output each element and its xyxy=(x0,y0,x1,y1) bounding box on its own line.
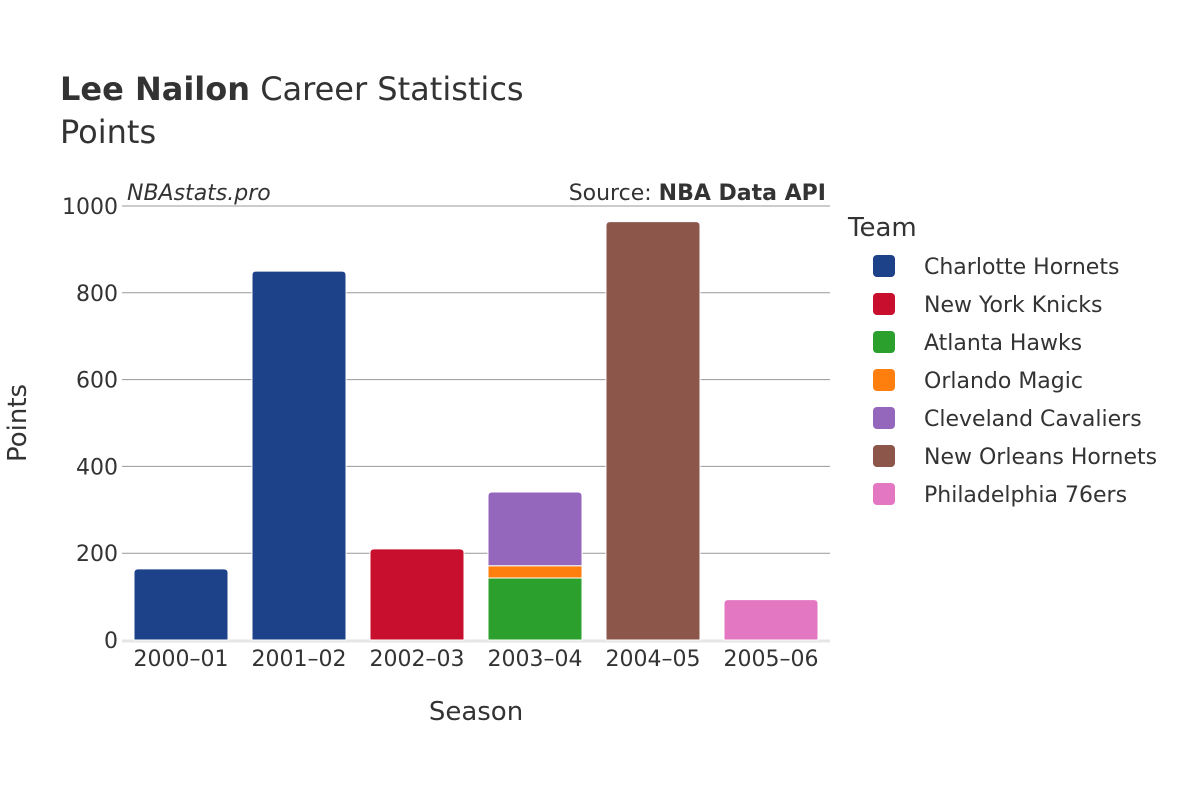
y-tick-label: 200 xyxy=(76,542,118,567)
bar-segment xyxy=(133,568,229,641)
x-tick-label: 2000–01 xyxy=(134,647,229,672)
legend-label: New York Knicks xyxy=(924,293,1103,318)
title-player-name: Lee Nailon xyxy=(60,70,250,108)
bar-segment xyxy=(487,565,583,579)
x-tick-label: 2005–06 xyxy=(724,647,819,672)
y-tick-label: 400 xyxy=(76,455,118,480)
legend-item: Philadelphia 76ers xyxy=(873,483,1127,508)
legend-label: Orlando Magic xyxy=(924,369,1083,394)
y-tick-label: 1000 xyxy=(62,195,118,220)
legend-item: New York Knicks xyxy=(873,293,1103,318)
legend-item: Charlotte Hornets xyxy=(873,255,1119,280)
y-axis-title: Points xyxy=(3,384,33,462)
bar-segment xyxy=(723,599,819,641)
y-tick-label: 0 xyxy=(104,629,118,654)
legend-item: New Orleans Hornets xyxy=(873,445,1157,470)
bar-segment xyxy=(487,491,583,567)
bar-segment xyxy=(487,577,583,641)
legend-swatch xyxy=(873,407,895,429)
legend-item: Cleveland Cavaliers xyxy=(873,407,1142,432)
legend-swatch xyxy=(873,483,895,505)
legend-label: Cleveland Cavaliers xyxy=(924,407,1142,432)
legend-item: Orlando Magic xyxy=(873,369,1083,394)
gridlines xyxy=(122,205,830,643)
y-tick-label: 800 xyxy=(76,282,118,307)
chart-subtitle: Points xyxy=(60,113,156,151)
source-prefix: Source: xyxy=(569,181,659,206)
legend-label: Atlanta Hawks xyxy=(924,331,1082,356)
legend-swatch xyxy=(873,331,895,353)
legend-swatch xyxy=(873,293,895,315)
title-suffix: Career Statistics xyxy=(250,70,524,108)
x-tick-label: 2002–03 xyxy=(370,647,465,672)
chart-title: Lee Nailon Career Statistics xyxy=(60,70,524,108)
bar-segment xyxy=(369,548,465,641)
bar-segment xyxy=(251,270,347,641)
y-tick-labels: 0 200 400 600 800 1000 xyxy=(62,195,118,654)
y-tick-label: 600 xyxy=(76,369,118,394)
legend-swatch xyxy=(873,445,895,467)
legend: Team Charlotte Hornets New York Knicks Atl… xyxy=(847,213,1157,508)
legend-label: Philadelphia 76ers xyxy=(924,483,1127,508)
x-tick-label: 2004–05 xyxy=(606,647,701,672)
legend-label: Charlotte Hornets xyxy=(924,255,1119,280)
bar-segment xyxy=(605,221,701,641)
legend-swatch xyxy=(873,255,895,277)
legend-item: Atlanta Hawks xyxy=(873,331,1082,356)
x-axis-title: Season xyxy=(429,697,523,727)
source-name: NBA Data API xyxy=(659,181,826,206)
legend-label: New Orleans Hornets xyxy=(924,445,1157,470)
source-credit: Source: NBA Data API xyxy=(569,181,826,206)
watermark: NBAstats.pro xyxy=(127,181,271,206)
legend-swatch xyxy=(873,369,895,391)
x-tick-label: 2001–02 xyxy=(252,647,347,672)
x-tick-label: 2003–04 xyxy=(488,647,583,672)
legend-title: Team xyxy=(847,213,917,243)
bars-group xyxy=(133,221,819,641)
x-tick-labels: 2000–01 2001–02 2002–03 2003–04 2004–05 2005–… xyxy=(134,647,819,672)
